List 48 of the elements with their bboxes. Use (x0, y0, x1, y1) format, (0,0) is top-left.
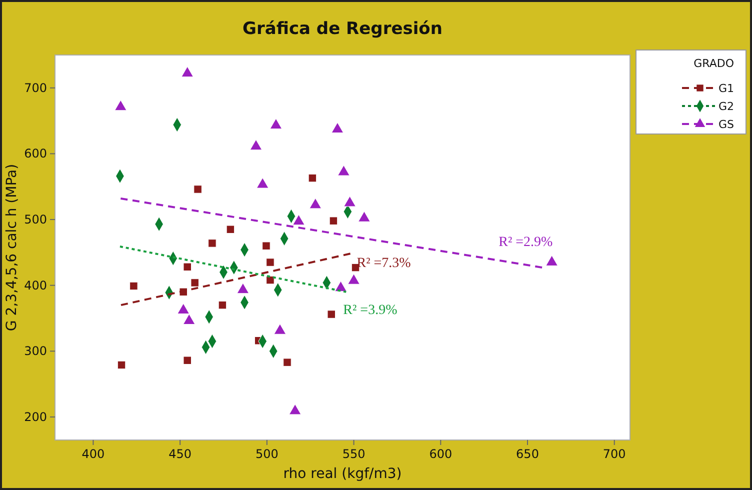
point (331, 122, 344, 134)
point (329, 216, 338, 225)
point (338, 165, 350, 176)
x-tick-label: 550 (342, 447, 366, 461)
legend-label: GS (718, 118, 734, 131)
legend-title: GRADO (694, 57, 734, 70)
y-tick-label: 600 (24, 146, 47, 161)
y-tick-label: 200 (24, 410, 47, 424)
point (292, 214, 305, 226)
point (250, 139, 262, 150)
y-tick-label: 500 (24, 212, 47, 227)
point (309, 198, 322, 209)
point (130, 282, 138, 290)
legend-label: G2 (718, 100, 734, 113)
y-tick-label: 300 (24, 344, 47, 358)
x-tick-label: 600 (429, 447, 452, 461)
point (327, 310, 336, 318)
point (194, 185, 202, 194)
point (308, 174, 317, 182)
point (181, 66, 194, 78)
x-axis-title: rho real (kgf/m3) (283, 466, 402, 482)
point (283, 358, 292, 366)
x-tick-label: 700 (602, 447, 626, 461)
point (358, 211, 370, 222)
point (183, 356, 192, 364)
point (114, 100, 127, 111)
y-tick-label: 700 (24, 80, 47, 95)
annotation: R² =3.9% (343, 302, 398, 318)
x-tick-label: 500 (255, 447, 278, 461)
point (218, 300, 227, 310)
point (270, 118, 282, 130)
point (262, 242, 270, 250)
legend-label: G1 (718, 82, 734, 95)
point (226, 225, 235, 234)
point (183, 262, 192, 272)
point (208, 239, 216, 248)
y-tick-label: 400 (24, 278, 47, 292)
point (344, 196, 356, 207)
point (266, 258, 274, 266)
point (256, 178, 269, 188)
chart-title: Gráfica de Regresión (242, 19, 442, 39)
x-tick-label: 650 (516, 447, 539, 461)
point (190, 278, 199, 287)
x-tick-label: 400 (82, 447, 105, 461)
annotation: R² =2.9% (498, 235, 554, 250)
x-tick-label: 450 (168, 447, 192, 461)
point (117, 360, 126, 370)
y-axis-title: G 2,3,4,5,6 calc h (MPa) (4, 164, 20, 332)
